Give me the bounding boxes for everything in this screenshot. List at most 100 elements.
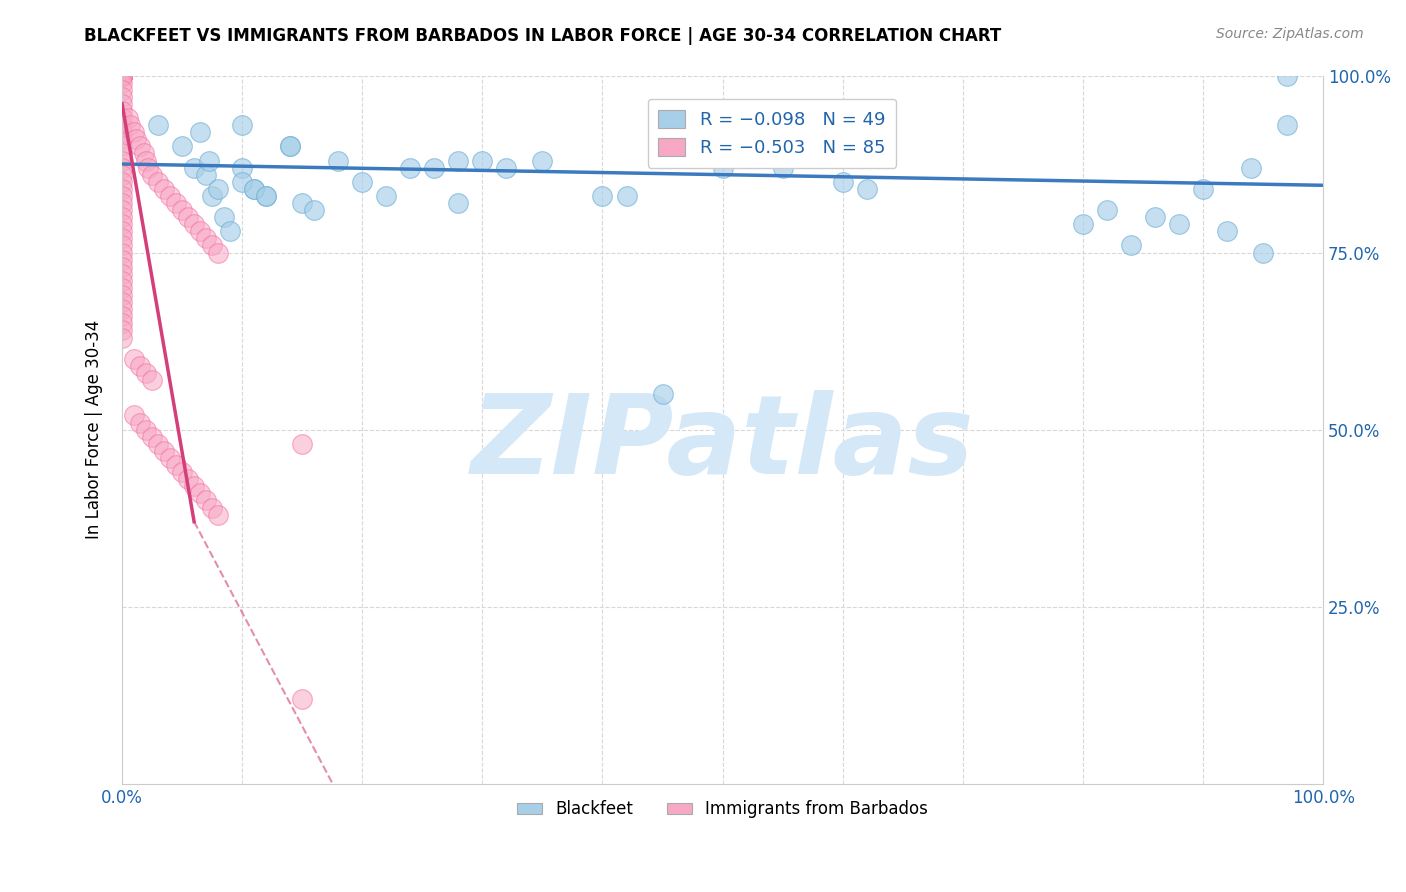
Point (201, 500, 224, 515)
Point (122, 409, 145, 423)
Point (616, 189, 638, 203)
Text: Source: ZipAtlas.com: Source: ZipAtlas.com (1216, 27, 1364, 41)
Legend: Blackfeet, Immigrants from Barbados: Blackfeet, Immigrants from Barbados (510, 794, 935, 825)
Point (111, 224, 134, 238)
Point (111, 302, 134, 317)
Point (207, 182, 229, 196)
Point (231, 161, 253, 175)
Point (129, 359, 152, 373)
Point (111, 69, 134, 83)
Point (207, 245, 229, 260)
Point (111, 69, 134, 83)
Point (111, 111, 134, 125)
Point (1275, 69, 1298, 83)
Point (172, 465, 194, 479)
Point (111, 182, 134, 196)
Point (111, 231, 134, 245)
Point (111, 288, 134, 302)
Point (111, 69, 134, 83)
Point (254, 189, 277, 203)
Point (1275, 118, 1298, 132)
Point (111, 238, 134, 252)
Point (1168, 217, 1191, 231)
Point (111, 139, 134, 153)
Point (159, 450, 181, 465)
Point (188, 486, 211, 500)
Point (195, 493, 218, 508)
Point (120, 118, 142, 132)
Point (111, 295, 134, 310)
Point (201, 238, 224, 252)
Point (111, 323, 134, 337)
Point (111, 89, 134, 103)
Point (1192, 182, 1215, 196)
Point (1071, 217, 1094, 231)
Point (651, 387, 673, 401)
Point (122, 351, 145, 366)
Point (188, 224, 211, 238)
Point (531, 153, 554, 168)
Point (172, 139, 194, 153)
Point (111, 83, 134, 97)
Point (375, 189, 398, 203)
Point (177, 472, 200, 486)
Point (129, 416, 152, 430)
Text: BLACKFEET VS IMMIGRANTS FROM BARBADOS IN LABOR FORCE | AGE 30-34 CORRELATION CHA: BLACKFEET VS IMMIGRANTS FROM BARBADOS IN… (84, 27, 1001, 45)
Point (135, 366, 157, 380)
Point (153, 182, 176, 196)
Point (141, 373, 163, 387)
Point (111, 317, 134, 331)
Point (111, 76, 134, 90)
Point (278, 139, 301, 153)
Point (111, 153, 134, 168)
Point (111, 281, 134, 295)
Point (183, 217, 205, 231)
Point (111, 168, 134, 182)
Point (243, 182, 266, 196)
Point (117, 111, 139, 125)
Point (1240, 161, 1263, 175)
Point (138, 161, 160, 175)
Point (231, 175, 253, 189)
Point (1216, 224, 1239, 238)
Point (1119, 238, 1142, 252)
Point (153, 443, 176, 458)
Point (135, 423, 157, 437)
Point (111, 118, 134, 132)
Point (1095, 203, 1118, 218)
Point (111, 217, 134, 231)
Point (111, 196, 134, 211)
Point (495, 161, 517, 175)
Point (195, 231, 218, 245)
Point (111, 103, 134, 118)
Point (111, 132, 134, 146)
Point (135, 153, 157, 168)
Point (219, 224, 242, 238)
Point (291, 196, 314, 211)
Point (111, 274, 134, 288)
Point (172, 203, 194, 218)
Point (183, 161, 205, 175)
Point (129, 139, 152, 153)
Point (243, 182, 266, 196)
Point (231, 118, 253, 132)
Y-axis label: In Labor Force | Age 30-34: In Labor Force | Age 30-34 (86, 320, 103, 540)
Point (111, 69, 134, 83)
Point (183, 479, 205, 493)
Point (291, 691, 314, 706)
Point (122, 125, 145, 139)
Point (328, 153, 350, 168)
Point (111, 69, 134, 83)
Point (711, 161, 734, 175)
Point (165, 458, 187, 472)
Point (141, 430, 163, 444)
Point (111, 96, 134, 111)
Point (111, 146, 134, 161)
Point (111, 161, 134, 175)
Point (352, 175, 374, 189)
Point (197, 153, 219, 168)
Point (111, 189, 134, 203)
Point (111, 267, 134, 281)
Point (111, 175, 134, 189)
Point (111, 69, 134, 83)
